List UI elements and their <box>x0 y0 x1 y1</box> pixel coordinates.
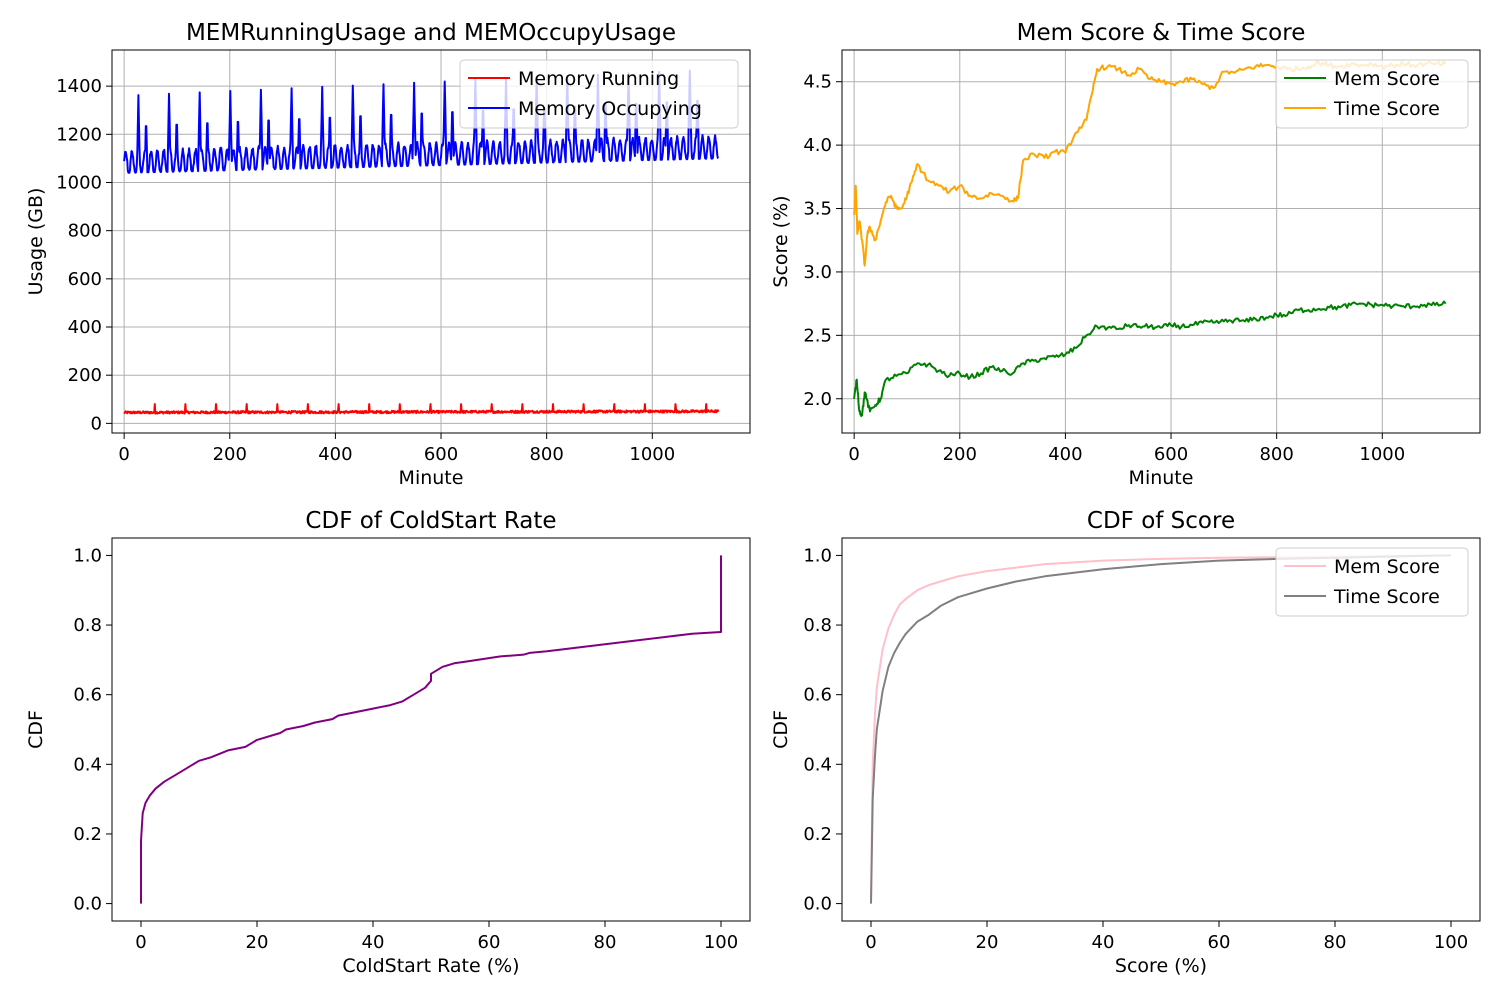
x-tick-label: 80 <box>1324 932 1347 953</box>
x-axis-label: Minute <box>1129 467 1194 489</box>
y-tick-label: 200 <box>68 365 102 386</box>
y-axis-label: CDF <box>770 710 792 749</box>
chart-title: CDF of Score <box>1087 508 1235 534</box>
y-tick-label: 0.6 <box>73 685 102 706</box>
y-tick-label: 1000 <box>56 172 102 193</box>
x-tick-label: 400 <box>1048 444 1082 465</box>
y-tick-label: 4.0 <box>803 135 832 156</box>
x-tick-label: 60 <box>478 932 501 953</box>
x-axis-label: Score (%) <box>1115 955 1207 977</box>
x-tick-label: 20 <box>246 932 269 953</box>
chart-title: MEMRunningUsage and MEMOccupyUsage <box>186 20 676 46</box>
y-tick-label: 1400 <box>56 76 102 97</box>
y-tick-label: 0.2 <box>803 824 832 845</box>
y-tick-label: 4.5 <box>803 72 832 93</box>
x-tick-label: 0 <box>135 932 146 953</box>
y-tick-label: 0.8 <box>73 615 102 636</box>
legend-label: Time Score <box>1333 586 1440 608</box>
series-line-2 <box>870 554 1452 904</box>
x-tick-label: 600 <box>1154 444 1188 465</box>
x-tick-label: 100 <box>1434 932 1468 953</box>
legend-box <box>459 59 739 129</box>
chart-panel-2: 0 200 400 600 800 1000 2.0 2.5 3.0 3.5 4.0 4.5 Mem S… <box>770 20 1481 489</box>
plot-frame <box>841 49 1481 434</box>
chart-title: Mem Score & Time Score <box>1017 20 1306 46</box>
y-tick-label: 0.0 <box>73 894 102 915</box>
plot-frame <box>111 49 751 434</box>
series-line-1 <box>123 403 720 415</box>
y-tick-label: 600 <box>68 269 102 290</box>
y-tick-label: 0.4 <box>73 754 102 775</box>
x-tick-label: 400 <box>318 444 352 465</box>
plot-frame <box>111 537 751 922</box>
x-tick-label: 1000 <box>629 444 675 465</box>
y-axis-label: Score (%) <box>770 195 792 287</box>
y-tick-label: 0 <box>91 413 102 434</box>
x-axis-label: ColdStart Rate (%) <box>342 955 519 977</box>
y-axis-label: Usage (GB) <box>25 188 47 296</box>
legend: Mem Score Time Score <box>1275 59 1469 129</box>
x-tick-label: 80 <box>594 932 617 953</box>
legend-label: Time Score <box>1333 98 1440 120</box>
x-tick-label: 40 <box>362 932 385 953</box>
x-tick-label: 0 <box>848 444 859 465</box>
y-tick-label: 1200 <box>56 124 102 145</box>
series-line-1 <box>140 555 722 904</box>
x-tick-label: 200 <box>213 444 247 465</box>
legend-label: Memory Running <box>518 68 679 90</box>
x-tick-label: 600 <box>424 444 458 465</box>
x-tick-label: 800 <box>1259 444 1293 465</box>
y-tick-label: 3.5 <box>803 199 832 220</box>
legend-label: Memory Occupying <box>518 98 702 120</box>
y-tick-label: 2.5 <box>803 325 832 346</box>
y-tick-label: 1.0 <box>73 545 102 566</box>
legend: Memory Running Memory Occupying <box>459 59 739 129</box>
y-tick-label: 1.0 <box>803 545 832 566</box>
y-tick-label: 0.6 <box>803 685 832 706</box>
series-line-2 <box>123 69 720 174</box>
x-tick-label: 20 <box>976 932 999 953</box>
y-tick-label: 2.0 <box>803 389 832 410</box>
x-axis-label: Minute <box>399 467 464 489</box>
x-tick-label: 100 <box>704 932 738 953</box>
y-axis-label: CDF <box>25 710 47 749</box>
series-line-1 <box>853 300 1447 418</box>
x-tick-label: 0 <box>865 932 876 953</box>
x-tick-label: 60 <box>1208 932 1231 953</box>
legend-label: Mem Score <box>1334 556 1440 578</box>
chart-panel-3: 0 20 40 60 80 100 0.0 0.2 0.4 0.6 0.8 1.0 CDF of Col… <box>25 508 751 977</box>
plot-frame <box>841 537 1481 922</box>
y-tick-label: 0.8 <box>803 615 832 636</box>
y-tick-label: 3.0 <box>803 262 832 283</box>
legend-label: Mem Score <box>1334 68 1440 90</box>
y-tick-label: 0.2 <box>73 824 102 845</box>
y-tick-label: 0.4 <box>803 754 832 775</box>
y-tick-label: 400 <box>68 317 102 338</box>
x-tick-label: 0 <box>118 444 129 465</box>
x-tick-label: 1000 <box>1359 444 1405 465</box>
chart-panel-4: 0 20 40 60 80 100 0.0 0.2 0.4 0.6 0.8 1.0 CDF of Sco… <box>770 508 1481 977</box>
chart-panel-1: 0 200 400 600 800 1000 0 200 400 600 800 1000 1200 14… <box>25 20 751 489</box>
y-tick-label: 800 <box>68 221 102 242</box>
x-tick-label: 40 <box>1092 932 1115 953</box>
y-tick-label: 0.0 <box>803 894 832 915</box>
legend: Mem Score Time Score <box>1275 547 1469 617</box>
x-tick-label: 200 <box>943 444 977 465</box>
series-line-1 <box>870 554 1452 904</box>
chart-title: CDF of ColdStart Rate <box>305 508 556 534</box>
x-tick-label: 800 <box>529 444 563 465</box>
